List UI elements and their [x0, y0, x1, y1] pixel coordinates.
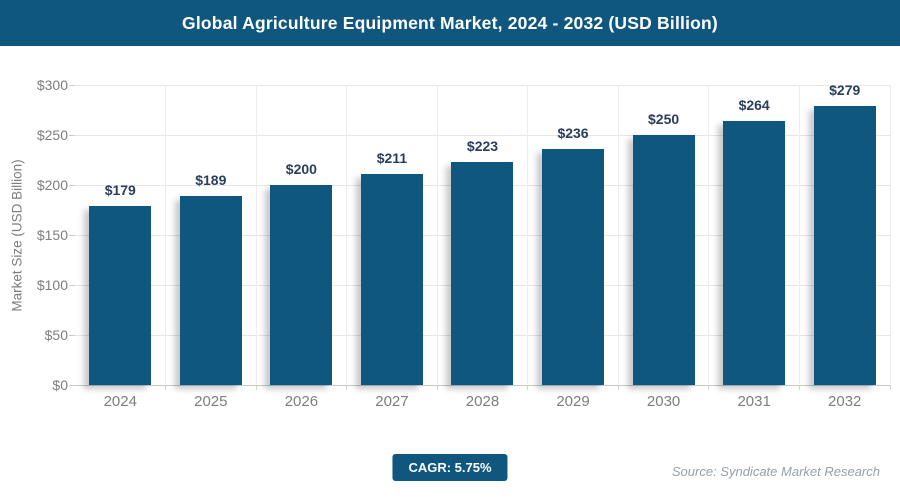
- bar-value-label: $250: [648, 111, 680, 127]
- y-tick-mark: [69, 135, 75, 136]
- x-tick-mark: [708, 385, 710, 390]
- bar-value-label: $279: [829, 82, 861, 98]
- bar-2032: [813, 106, 876, 385]
- bar-column: $179 2024: [75, 85, 166, 410]
- x-tick-mark: [617, 385, 619, 390]
- chart-title: Global Agriculture Equipment Market, 202…: [182, 12, 718, 33]
- cagr-badge: CAGR: 5.75%: [392, 454, 508, 481]
- x-tick-mark: [165, 385, 167, 390]
- chart-title-bar: Global Agriculture Equipment Market, 202…: [0, 0, 900, 46]
- bar-column: $223 2028: [437, 85, 528, 410]
- v-gridline: [165, 85, 167, 385]
- x-tick-label: 2029: [556, 393, 590, 410]
- y-tick-label: $150: [36, 227, 68, 243]
- y-tick-mark: [69, 235, 75, 236]
- v-gridline: [255, 85, 257, 385]
- y-tick-mark: [69, 385, 75, 386]
- v-gridline: [708, 85, 710, 385]
- bar-2031: [723, 121, 786, 385]
- bar-2028: [451, 162, 514, 385]
- bar-value-label: $200: [285, 161, 317, 177]
- source-note: Source: Syndicate Market Research: [671, 464, 880, 479]
- x-tick-label: 2031: [737, 393, 771, 410]
- v-gridline: [346, 85, 348, 385]
- x-tick-mark: [527, 385, 529, 390]
- bar-2026: [270, 185, 333, 385]
- y-tick-mark: [69, 185, 75, 186]
- bar-value-label: $179: [104, 182, 136, 198]
- bar-column: $189 2025: [166, 85, 257, 410]
- bar-column: $250 2030: [618, 85, 709, 410]
- plot-area: $0 $50 $100 $150 $200 $250 $300 $179 2024 $189 202…: [37, 77, 891, 410]
- v-gridline: [798, 85, 800, 385]
- x-axis-line: [75, 385, 890, 386]
- bar-2029: [542, 149, 605, 385]
- y-tick-label: $300: [36, 77, 68, 93]
- x-tick-label: 2025: [194, 393, 228, 410]
- y-tick-mark: [69, 85, 75, 86]
- x-tick-label: 2027: [375, 393, 409, 410]
- y-tick-label: $0: [52, 377, 68, 393]
- x-tick-label: 2026: [284, 393, 319, 410]
- x-tick-mark: [346, 385, 348, 390]
- bar-value-label: $223: [466, 138, 499, 154]
- bar-column: $264 2031: [709, 85, 800, 410]
- h-gridline: [75, 135, 890, 136]
- bar-value-label: $211: [376, 150, 408, 166]
- x-tick-mark: [889, 385, 891, 390]
- bar-column: $200 2026: [256, 85, 347, 410]
- h-gridline: [75, 85, 890, 86]
- y-tick-label: $50: [44, 327, 68, 343]
- bar-column: $279 2032: [799, 82, 890, 410]
- bar-column: $236 2029: [528, 85, 619, 410]
- y-tick-label: $100: [36, 277, 68, 293]
- v-gridline: [617, 85, 619, 385]
- y-tick-mark: [69, 285, 75, 286]
- v-gridline: [889, 85, 891, 385]
- bar-column: $211 2027: [347, 85, 438, 410]
- bar-2030: [632, 135, 695, 385]
- bar-2025: [179, 196, 242, 385]
- x-tick-label: 2028: [465, 393, 500, 410]
- bar-value-label: $264: [738, 97, 770, 113]
- bar-2024: [89, 206, 152, 385]
- bar-value-label: $236: [557, 125, 589, 141]
- bar-value-label: $189: [195, 172, 227, 188]
- x-tick-label: 2030: [646, 393, 681, 410]
- x-tick-mark: [798, 385, 800, 390]
- x-tick-label: 2024: [103, 393, 137, 410]
- v-gridline: [436, 85, 438, 385]
- x-tick-mark: [436, 385, 438, 390]
- y-tick-label: $200: [36, 177, 68, 193]
- v-gridline: [527, 85, 529, 385]
- x-tick-mark: [255, 385, 257, 390]
- x-tick-label: 2032: [828, 393, 862, 410]
- y-tick-label: $250: [36, 127, 68, 143]
- y-tick-mark: [69, 335, 75, 336]
- bar-2027: [360, 174, 423, 385]
